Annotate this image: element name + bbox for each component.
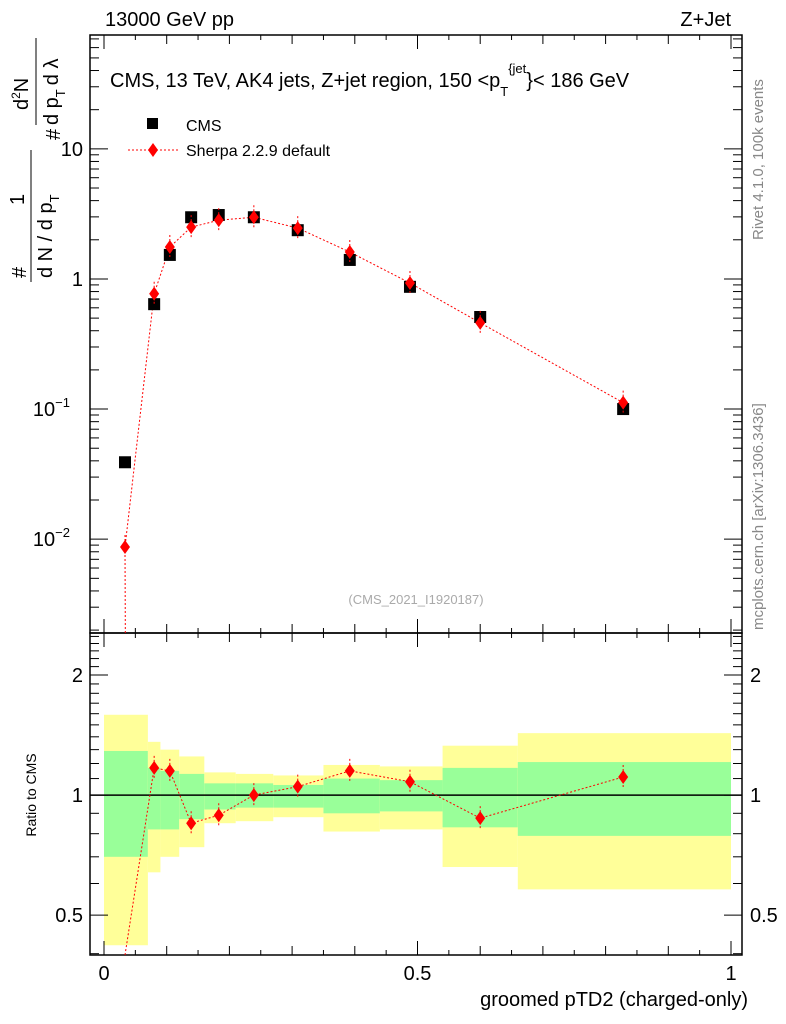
ratio-bands [104,714,731,946]
ratio-point [149,760,160,775]
y-label-dn-dpt: d N / d pT [35,194,62,278]
sherpa-point [292,221,303,236]
ratio-y-tick-label: 1 [750,785,761,807]
sherpa-line [124,216,624,634]
sherpa-point [186,220,197,235]
data-marks [119,205,630,956]
ratio-y-tick-label: 0.5 [55,905,83,927]
x-tick-label: 1 [725,963,736,985]
y-label-hash-2: # [43,128,65,140]
ratio-point [213,808,224,823]
rivet-info: Rivet 4.1.0, 100k events [750,79,767,240]
sherpa-point [120,540,131,555]
mcplots-info: mcplots.cern.ch [arXiv:1306.3436] [750,403,767,630]
ratio-point [344,763,355,778]
sherpa-point [213,213,224,228]
y-tick-label: 1 [72,269,83,291]
ratio-y-tick-label: 2 [72,665,83,687]
ratio-frame [89,632,743,956]
cms-point [163,248,176,261]
sherpa-point [618,395,629,410]
cms-point [119,456,132,469]
ratio-y-tick-label: 1 [72,785,83,807]
y-tick-label: 10−1 [33,395,70,421]
ratio-y-tick-label: 0.5 [750,905,778,927]
x-tick-label: 0 [98,963,109,985]
cms-point [185,211,198,224]
ratio-point [404,774,415,789]
legend-sherpa-label: Sherpa 2.2.9 default [186,143,331,160]
chart-title: CMS, 13 TeV, AK4 jets, Z+jet region, 150… [110,61,630,99]
band-green [179,773,205,820]
sherpa-point [164,240,175,255]
legend-sherpa-marker [148,143,158,157]
band-green [323,778,380,814]
ratio-point [475,811,486,826]
y-label-d2n: d2N [9,78,33,110]
ratio-point [248,788,259,803]
ratio-y-tick-label: 2 [750,665,761,687]
y-label-one: 1 [7,194,29,205]
axes: 0 0.5 1 10 1 10−1 10−2 2 2 1 1 0.5 0.5 [33,34,778,985]
sherpa-point [149,286,160,301]
x-axis-label: groomed pTD2 (charged-only) [480,989,748,1011]
y-tick-label: 10 [61,139,83,161]
ratio-y-label: Ratio to CMS [23,753,39,836]
ratio-point [164,763,175,778]
band-green [204,783,236,810]
band-green [273,784,324,808]
legend-cms-label: CMS [186,118,222,135]
x-tick-label: 0.5 [404,963,432,985]
cms-point [343,253,356,266]
ratio-point [292,779,303,794]
header-right: Z+Jet [680,9,731,31]
ratio-line [124,767,624,956]
sherpa-point [248,210,259,225]
sherpa-point [475,315,486,330]
band-green [104,750,148,857]
sherpa-point [404,276,415,291]
legend-cms-marker [147,118,158,129]
band-green [160,770,180,830]
analysis-watermark: (CMS_2021_I1920187) [348,592,483,607]
cms-point [148,298,161,311]
ratio-point [618,769,629,784]
band-green [147,767,161,830]
y-tick-label: 10−2 [33,525,70,551]
y-axis-label: # 1 d N / d pT # d2N d pTd λ [7,38,68,282]
header-left: 13000 GeV pp [105,9,234,31]
sherpa-point [344,245,355,260]
ratio-point [186,816,197,831]
y-label-dpt-dl: d pTd λ [41,59,68,125]
y-label-hash-1: # [9,266,31,278]
